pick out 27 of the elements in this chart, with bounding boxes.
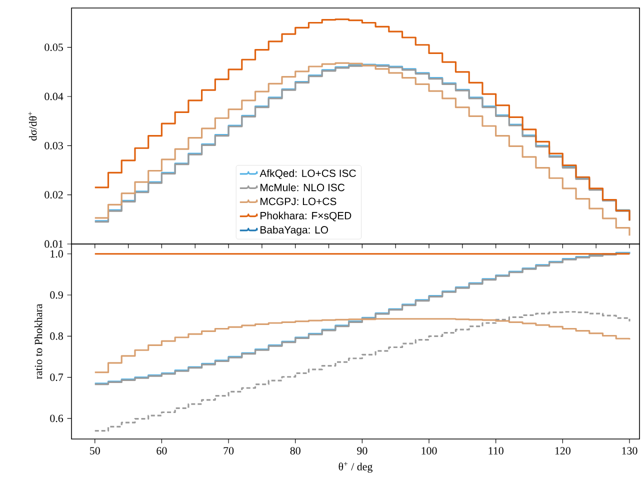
legend-label: AfkQed: LO+CS ISC xyxy=(260,169,356,179)
x-tick-label: 110 xyxy=(488,447,504,454)
x-tick-label: 90 xyxy=(357,447,368,454)
legend-label: BabaYaga: LO xyxy=(260,226,328,236)
y-tick-label: 0.7 xyxy=(50,374,64,382)
legend-label: McMule: NLO ISC xyxy=(260,184,345,192)
legend-label: MCGPJ: LO+CS xyxy=(260,198,336,206)
x-tick-label: 50 xyxy=(90,447,100,454)
y-tick-label: 0.01 xyxy=(44,240,63,248)
x-tick-label: 80 xyxy=(290,447,300,454)
x-tick-label: 100 xyxy=(422,447,437,454)
y-tick-label: 0.05 xyxy=(44,44,63,52)
x-tick-label: 130 xyxy=(622,447,638,454)
y-axis-title: dσ/dθ$^{+}$ xyxy=(28,112,37,141)
y-tick-label: 0.6 xyxy=(50,414,64,422)
legend-label: Phokhara: F×sQED xyxy=(260,212,352,222)
y-axis-title: ratio to Phokhara xyxy=(34,304,42,380)
x-axis-title: θ$^{+}$ / deg xyxy=(338,462,372,473)
x-tick-label: 60 xyxy=(156,447,167,454)
y-tick-label: 0.8 xyxy=(50,332,63,340)
x-tick-label: 70 xyxy=(224,447,234,454)
y-tick-label: 1.0 xyxy=(50,250,63,258)
y-tick-label: 0.04 xyxy=(44,92,64,100)
x-tick-label: 120 xyxy=(555,447,570,454)
y-tick-label: 0.9 xyxy=(50,291,63,299)
y-tick-label: 0.03 xyxy=(44,142,63,150)
y-tick-label: 0.02 xyxy=(44,191,63,199)
